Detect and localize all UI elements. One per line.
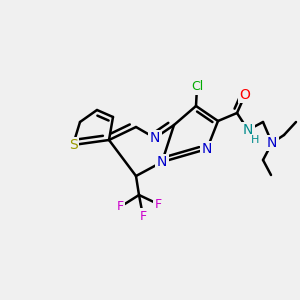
Text: O: O [240, 88, 250, 102]
Text: N: N [202, 142, 212, 156]
Text: S: S [69, 138, 77, 152]
Text: H: H [251, 135, 259, 145]
Text: F: F [154, 197, 162, 211]
Text: F: F [116, 200, 124, 214]
Text: Cl: Cl [191, 80, 203, 94]
Text: N: N [150, 131, 160, 145]
Text: F: F [140, 209, 147, 223]
Text: N: N [157, 155, 167, 169]
Text: N: N [267, 136, 277, 150]
Text: N: N [243, 123, 253, 137]
